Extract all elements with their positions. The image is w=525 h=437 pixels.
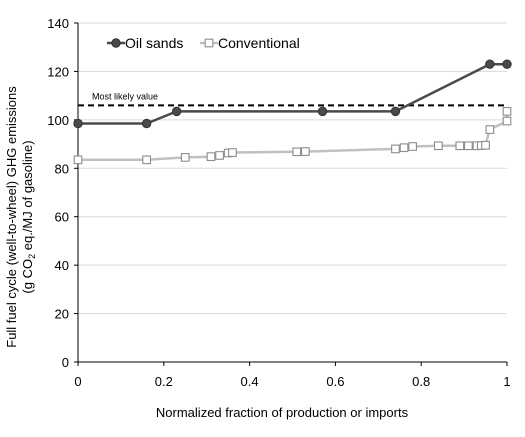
data-point xyxy=(481,140,490,150)
data-point xyxy=(390,106,401,117)
y-axis-label-line1: Full fuel cycle (well-to-wheel) GHG emis… xyxy=(4,86,19,348)
y-tick-label: 100 xyxy=(47,113,69,128)
data-point xyxy=(180,153,190,162)
x-axis-label: Normalized fraction of production or imp… xyxy=(156,405,409,420)
y-tick-label: 40 xyxy=(55,258,69,273)
series-group xyxy=(73,59,512,165)
x-tick-label: 1 xyxy=(503,374,510,389)
data-point xyxy=(292,147,302,157)
data-point xyxy=(502,59,512,69)
y-tick-label: 60 xyxy=(55,210,69,225)
y-tick-label: 140 xyxy=(47,16,69,31)
legend-conventional-marker xyxy=(204,38,214,48)
y-tick-label: 120 xyxy=(47,64,69,79)
data-point xyxy=(485,125,495,134)
data-point xyxy=(502,116,512,126)
data-point xyxy=(502,107,512,116)
data-point xyxy=(317,106,328,117)
most-likely-value-line: Most likely value xyxy=(78,91,507,107)
legend: Oil sands Conventional xyxy=(107,35,300,51)
data-point xyxy=(408,142,417,151)
legend-oil-sands-marker xyxy=(111,38,121,48)
x-tick-label: 0 xyxy=(74,374,81,389)
data-point xyxy=(215,151,224,160)
reference-line-label: Most likely value xyxy=(92,91,158,101)
data-point xyxy=(301,147,310,156)
data-point xyxy=(171,106,182,117)
y-tick-labels: 0 20 40 60 80 100 120 140 xyxy=(47,16,69,370)
data-point xyxy=(464,141,473,151)
y-tick-label: 0 xyxy=(62,355,69,370)
data-point xyxy=(485,59,495,69)
x-tick-label: 0.4 xyxy=(241,374,259,389)
gridlines xyxy=(78,22,507,315)
y-tick-label: 80 xyxy=(55,161,69,176)
data-point xyxy=(206,152,216,162)
axes xyxy=(74,22,508,366)
x-tick-label: 0.6 xyxy=(326,374,344,389)
x-tick-label: 0.8 xyxy=(412,374,430,389)
y-tick-label: 20 xyxy=(55,307,69,322)
series-oil-sands xyxy=(73,59,512,129)
data-point xyxy=(142,155,151,165)
legend-conventional-label: Conventional xyxy=(218,35,300,51)
legend-oil-sands-label: Oil sands xyxy=(125,35,183,51)
data-point xyxy=(434,141,443,151)
data-point xyxy=(399,143,409,153)
data-point xyxy=(455,141,465,151)
series-conventional xyxy=(73,107,512,165)
x-tick-label: 0.2 xyxy=(155,374,173,389)
data-point xyxy=(141,118,152,129)
data-point xyxy=(228,148,237,157)
y-axis-label-line2: (g CO2 eq./MJ of gasoline) xyxy=(20,140,37,293)
x-tick-labels: 0 0.2 0.4 0.6 0.8 1 xyxy=(74,374,510,389)
data-point xyxy=(73,118,83,129)
data-point xyxy=(391,144,400,154)
data-point xyxy=(73,155,83,165)
